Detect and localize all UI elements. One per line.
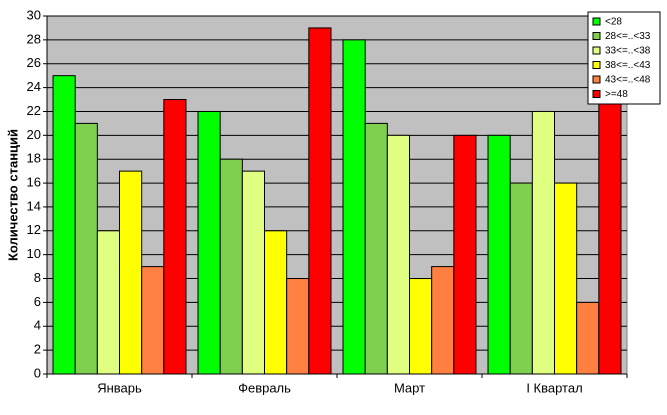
legend-label: 43<=..<48 — [605, 75, 651, 86]
bar — [74, 122, 98, 375]
y-axis-label: Количество станций — [5, 129, 20, 261]
y-tick-label: 24 — [27, 79, 41, 94]
bar — [598, 99, 622, 375]
bar — [453, 134, 477, 375]
x-tick-label: Март — [394, 380, 425, 395]
bar — [487, 134, 511, 375]
bar — [409, 278, 433, 375]
bar — [141, 266, 165, 375]
bar — [431, 266, 455, 375]
y-tick-label: 0 — [34, 365, 41, 380]
bar — [96, 230, 120, 375]
bar — [197, 110, 221, 375]
bar — [386, 134, 411, 375]
y-tick-label: 14 — [27, 198, 41, 213]
legend-label: <28 — [605, 17, 622, 28]
x-tick-label: Январь — [97, 380, 142, 395]
bar — [219, 158, 243, 375]
bar — [52, 75, 76, 375]
y-tick-label: 30 — [27, 7, 41, 22]
bar — [119, 170, 143, 375]
bar — [163, 99, 187, 375]
y-tick-label: 10 — [27, 246, 41, 261]
x-tick-label: Февраль — [238, 380, 291, 395]
legend-label: 38<=..<43 — [605, 60, 651, 71]
legend-swatch — [592, 75, 601, 84]
legend-swatch — [592, 46, 601, 55]
legend-label: 33<=..<38 — [605, 46, 651, 57]
bar — [264, 230, 288, 375]
y-tick-label: 2 — [34, 342, 41, 357]
bar — [308, 27, 332, 375]
bar — [531, 110, 556, 375]
legend-swatch — [592, 17, 601, 26]
y-tick-label: 16 — [27, 175, 41, 190]
bar — [364, 122, 388, 375]
bar — [576, 301, 600, 375]
y-tick-label: 8 — [34, 270, 41, 285]
bar — [241, 170, 266, 375]
legend-swatch — [592, 90, 601, 98]
y-tick-label: 4 — [34, 318, 41, 333]
bar — [554, 182, 578, 375]
y-tick-label: 12 — [27, 222, 41, 237]
y-tick-label: 18 — [27, 151, 41, 166]
legend-swatch — [592, 32, 601, 40]
bar — [342, 39, 366, 375]
bar — [509, 182, 533, 375]
legend-label: 28<=..<33 — [605, 31, 651, 42]
legend-box — [587, 11, 661, 105]
y-tick-label: 20 — [27, 127, 41, 142]
y-tick-label: 26 — [27, 55, 41, 70]
bar — [286, 278, 310, 375]
y-tick-label: 28 — [27, 31, 41, 46]
legend-swatch — [592, 61, 601, 69]
y-tick-label: 6 — [34, 294, 41, 309]
legend-label: >=48 — [605, 89, 628, 100]
x-tick-label: I Квартал — [526, 380, 582, 395]
y-tick-label: 22 — [27, 103, 41, 118]
